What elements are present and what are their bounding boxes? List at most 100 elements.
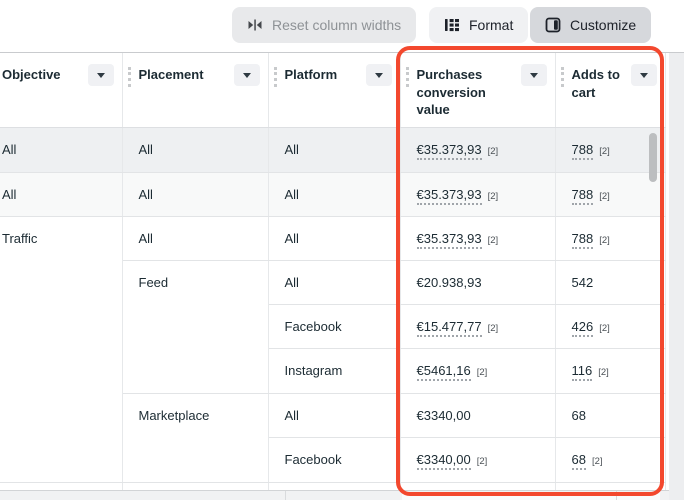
- table-row: Marketplace All €3340,00 68: [0, 393, 666, 483]
- drag-handle-icon[interactable]: [560, 67, 564, 87]
- metric-footnote: [2]: [476, 367, 488, 378]
- adds-to-cart-cell: 788 [2]: [555, 172, 666, 217]
- platform-cell: Instagram: [268, 348, 401, 394]
- purchases-cell: €35.373,93 [2]: [400, 127, 556, 173]
- reset-column-widths-button[interactable]: Reset column widths: [232, 7, 417, 43]
- placement-cell: All: [122, 216, 269, 261]
- platform-cell: Facebook: [268, 304, 401, 349]
- metric-value[interactable]: €35.373,93: [416, 186, 482, 205]
- adds-to-cart-cell: 68: [555, 393, 666, 438]
- metric-footnote: [2]: [599, 190, 610, 202]
- metric-footnote: [2]: [487, 322, 499, 334]
- platform-cell: Facebook: [268, 437, 401, 483]
- customize-panel-icon: [545, 17, 561, 33]
- metric-value[interactable]: 68: [571, 452, 586, 470]
- chevron-down-icon: [242, 72, 251, 78]
- metric-footnote: [2]: [591, 456, 603, 467]
- placement-cell: All: [122, 172, 269, 217]
- metric-footnote: [2]: [598, 367, 609, 378]
- column-label: Adds to cart: [571, 67, 620, 100]
- column-label: Placement: [138, 67, 204, 82]
- platform-cell: All: [268, 127, 401, 173]
- adds-to-cart-cell: 68 [2]: [555, 437, 666, 483]
- placement-cell: All: [122, 127, 269, 173]
- column-label: Purchases conversion value: [416, 67, 486, 118]
- metric-value[interactable]: 788: [571, 142, 594, 160]
- chevron-down-icon: [96, 72, 105, 78]
- adds-to-cart-cell: 426 [2]: [555, 304, 666, 349]
- table-row: Facebook €15.477,77 [2] 426 [2]: [0, 304, 666, 349]
- totals-row-partial: [0, 490, 684, 500]
- column-menu-button[interactable]: [233, 64, 260, 86]
- partial-row: [0, 482, 666, 490]
- drag-handle-icon[interactable]: [127, 67, 131, 87]
- metric-footnote: [2]: [487, 146, 499, 157]
- metric-footnote: [2]: [599, 234, 610, 246]
- column-header-purchases-conversion-value[interactable]: Purchases conversion value: [400, 53, 556, 128]
- table-row: Traffic All All €35.373,93 [2] 788 [2]: [0, 216, 666, 483]
- column-header-adds-to-cart[interactable]: Adds to cart: [555, 53, 666, 128]
- purchases-cell: €35.373,93 [2]: [400, 172, 556, 217]
- purchases-cell: €15.477,77 [2]: [400, 304, 556, 349]
- column-label: Objective: [2, 67, 61, 82]
- metric-footnote: [2]: [599, 146, 610, 157]
- platform-cell: All: [268, 172, 401, 217]
- page-gutter: [669, 53, 684, 500]
- purchases-cell: €20.938,93: [400, 260, 556, 305]
- collapse-columns-icon: [248, 19, 262, 31]
- adds-to-cart-cell: 116 [2]: [555, 348, 666, 394]
- objective-cell: All: [0, 172, 123, 217]
- objective-cell: All: [0, 127, 123, 173]
- table-row: All All All €35.373,93 [2] 788 [2]: [0, 127, 666, 173]
- column-label: Platform: [284, 67, 338, 82]
- drag-handle-icon[interactable]: [273, 67, 277, 87]
- drag-handle-icon[interactable]: [405, 67, 409, 87]
- format-label: Format: [469, 17, 514, 33]
- metric-footnote: [2]: [476, 456, 488, 467]
- adds-to-cart-cell: 788 [2]: [555, 216, 666, 261]
- customize-button[interactable]: Customize: [530, 7, 652, 43]
- metric-value: €20.938,93: [416, 274, 482, 290]
- purchases-cell: €3340,00 [2]: [400, 437, 556, 483]
- chevron-down-icon: [529, 72, 538, 78]
- column-menu-button[interactable]: [365, 64, 392, 86]
- metric-value: 68: [571, 407, 586, 423]
- column-header-placement[interactable]: Placement: [122, 53, 269, 128]
- platform-cell: All: [268, 216, 401, 261]
- format-list-icon: [445, 19, 459, 32]
- purchases-cell: €5461,16 [2]: [400, 348, 556, 394]
- metric-value[interactable]: €35.373,93: [416, 230, 482, 249]
- metric-value[interactable]: 116: [571, 363, 593, 381]
- toolbar: Reset column widths Format Customize: [0, 0, 684, 53]
- metric-value[interactable]: 788: [571, 186, 594, 205]
- metric-footnote: [2]: [487, 234, 499, 246]
- metric-footnote: [2]: [599, 322, 610, 334]
- placement-cell: Marketplace: [122, 393, 269, 483]
- metric-value[interactable]: €35.373,93: [416, 142, 482, 160]
- table-row: All All All €35.373,93 [2] 788 [2]: [0, 172, 666, 217]
- column-menu-button[interactable]: [630, 64, 657, 86]
- objective-cell: Traffic: [0, 216, 123, 483]
- purchases-cell: €3340,00: [400, 393, 556, 438]
- vertical-scrollbar[interactable]: [649, 133, 657, 182]
- platform-cell: All: [268, 260, 401, 305]
- table-row: Facebook €3340,00 [2] 68 [2]: [0, 437, 666, 483]
- adds-to-cart-cell: 542: [555, 260, 666, 305]
- metric-value[interactable]: €5461,16: [416, 363, 471, 381]
- header-row: Objective Placement Platform: [0, 53, 666, 128]
- adds-to-cart-cell: 788 [2]: [555, 127, 666, 173]
- metric-value[interactable]: €15.477,77: [416, 318, 482, 337]
- metric-value[interactable]: €3340,00: [416, 452, 471, 470]
- format-button[interactable]: Format: [429, 7, 529, 43]
- column-menu-button[interactable]: [87, 64, 114, 86]
- column-header-platform[interactable]: Platform: [268, 53, 401, 128]
- column-header-objective[interactable]: Objective: [0, 53, 123, 128]
- metric-footnote: [2]: [487, 190, 499, 202]
- purchases-cell: €35.373,93 [2]: [400, 216, 556, 261]
- column-menu-button[interactable]: [520, 64, 547, 86]
- metric-value[interactable]: 426: [571, 318, 594, 337]
- reset-column-widths-label: Reset column widths: [272, 17, 402, 33]
- customize-label: Customize: [570, 17, 637, 33]
- metric-value[interactable]: 788: [571, 230, 594, 249]
